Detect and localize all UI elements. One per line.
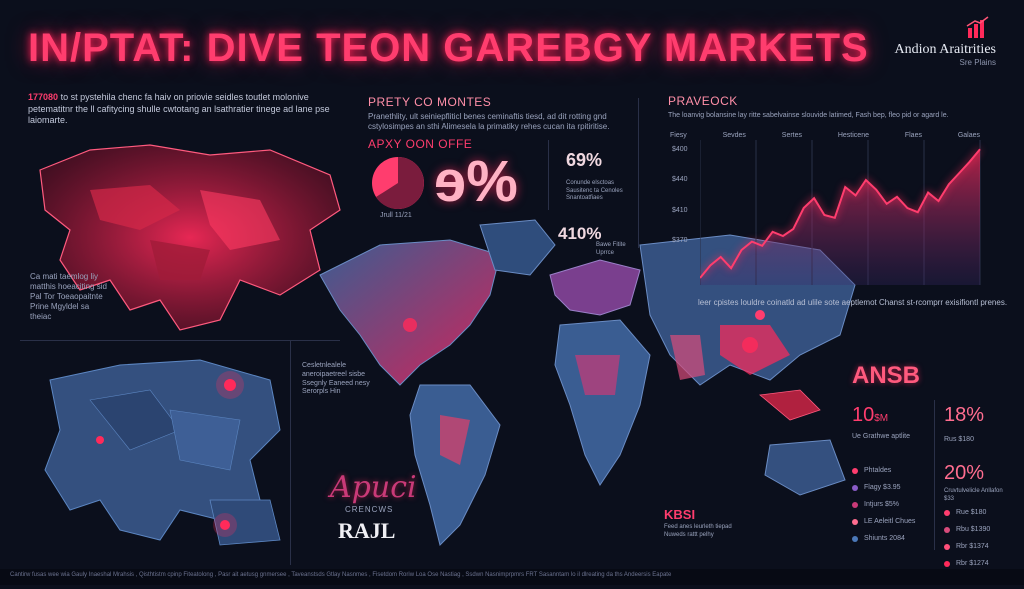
line-tick-label: $440: [672, 176, 688, 184]
legend-item: Rbr $1274: [944, 555, 1014, 572]
legend-item: Rbu $1390: [944, 521, 1014, 538]
legend-item: Shiunts 2084: [852, 530, 932, 547]
line-column-label: Hesticene: [837, 132, 869, 139]
divider: [638, 98, 639, 248]
secondary-notes: Bawe Fitite Uprrce: [596, 242, 626, 256]
legend-label: Flagy $3.95: [864, 484, 901, 491]
logo-script: Apuci: [330, 470, 417, 505]
asia-blue-map: [44, 359, 281, 546]
legend-dot-icon: [852, 501, 858, 508]
stats-title: ANSB: [852, 362, 921, 389]
line-panel-description: The loanvig bolansine lay ritte sabelvai…: [668, 112, 949, 119]
divider: [290, 340, 291, 565]
world-map: [319, 219, 856, 546]
divider: [934, 400, 935, 550]
logo-name: RAJL: [338, 518, 396, 543]
line-tick-label: $400: [672, 146, 688, 153]
pie-panel-title: PRETY CO MONTES: [368, 95, 492, 109]
page-title: IN/PTAT: DIVE TEON GAREBGY MARKETS: [28, 26, 869, 70]
legend-dot-icon: [852, 518, 858, 525]
pie-panel-description: Pranethlity, ult seiniepfliticl benes ce…: [368, 112, 610, 131]
secondary-percent: 410%: [558, 224, 602, 243]
legend-item: Intjurs $5%: [852, 496, 932, 513]
legend-item: Rbr $1374: [944, 538, 1014, 555]
legend-dot-icon: [944, 560, 950, 567]
lead-number: 177080: [28, 92, 59, 102]
stat1-unit: $M: [874, 413, 889, 424]
legend-label: Intjurs $5%: [864, 501, 900, 508]
brand-name: Andion Araitrities: [894, 42, 997, 57]
left-legend-text: Ca mati taemlog liy matthis hoeaciting s…: [30, 272, 107, 321]
stat1: 10$M: [852, 404, 888, 427]
stat3-value: 20%: [944, 462, 985, 484]
legend-item: Rue $180: [944, 504, 1014, 521]
line-column-label: Galaes: [957, 132, 980, 139]
kbsi-text: Feed anes leurleth tiepad Nuweds rattt p…: [664, 524, 732, 538]
legend-item: Flagy $3.95: [852, 479, 932, 496]
stat-percent: 69%: [566, 150, 603, 170]
pie-label: Jrull 11/21: [380, 212, 412, 219]
stats-legend-left: Phtaldes Flagy $3.95 Intjurs $5% LE Aeleitl…: [852, 462, 932, 547]
brand: Andion Araitrities Sre Plains: [895, 42, 997, 67]
legend-label: Rbr $1374: [956, 543, 989, 550]
legend-dot-icon: [944, 526, 950, 533]
line-column-label: Flaes: [904, 132, 922, 139]
stat2-value: 18%: [944, 404, 985, 426]
legend-dot-icon: [944, 543, 950, 550]
divider: [20, 340, 340, 341]
legend-item: Phtaldes: [852, 462, 932, 479]
line-panel-title: PRAVEOCK: [668, 94, 738, 108]
pie-panel-subtitle: APXY OON OFFE: [368, 137, 473, 151]
line-area: [700, 149, 980, 285]
lead-paragraph: 177080 to st pystehila chenc fa haiv on …: [28, 92, 348, 127]
line-column-label: Fiesy: [670, 132, 687, 139]
legend-dot-icon: [852, 484, 858, 491]
legend-dot-icon: [944, 509, 950, 516]
stat1-note: Ue Grathwe aptlite: [852, 433, 910, 440]
line-column-labels: Fiesy Sevdes Sertes Hesticene Flaes Galaes: [670, 132, 980, 141]
kbsi-title: KBSI: [664, 507, 696, 522]
stat3-note: Cruvtulvelicle Anllafon $33: [944, 488, 1003, 502]
line-column-label: Sevdes: [722, 132, 746, 139]
pie-chart: [372, 157, 424, 209]
brand-subtitle: Sre Plains: [959, 58, 996, 67]
stat2-note: Rus $180: [944, 436, 974, 443]
legend-label: Rbu $1390: [956, 526, 991, 533]
line-column-label: Sertes: [781, 132, 803, 139]
legend-label: Rbr $1274: [956, 560, 989, 567]
line-series: [700, 148, 981, 279]
asia-heat-map: [39, 144, 341, 331]
footer-text: Cantirw fusas wee wia Gauly Inaeshal Mra…: [10, 572, 672, 578]
stat1-value: 10: [852, 404, 875, 426]
line-tick-label: $370: [672, 237, 688, 245]
legend-dot-icon: [852, 535, 858, 542]
divider: [548, 140, 549, 210]
legend-label: Rue $180: [956, 509, 987, 516]
legend-item: LE Aeleitl Chues: [852, 513, 932, 530]
logo-sub: CRENCWS: [345, 505, 394, 514]
footer: Cantirw fusas wee wia Gauly Inaeshal Mra…: [0, 569, 1024, 585]
line-chart: [700, 140, 981, 285]
legend-label: LE Aeleitl Chues: [864, 518, 916, 525]
legend-dot-icon: [852, 467, 858, 474]
stat-notes: Conunde elsctoas Sausitenc ta Cenoles Sn…: [566, 180, 623, 201]
legend-label: Phtaldes: [864, 467, 892, 474]
line-tick-labels: $400 $440 $410 $370: [672, 146, 688, 246]
line-caption: leer cpistes louldre coinatld ad ulile s…: [698, 298, 1008, 307]
map-note: Cesletnlealele aneroipaetreel sisbe Sseg…: [302, 362, 370, 396]
big-percentage: ɘ%: [434, 149, 518, 214]
line-tick-label: $410: [672, 206, 688, 214]
lead-text: to st pystehila chenc fa haiv on priovie…: [28, 92, 330, 126]
legend-label: Shiunts 2084: [864, 535, 905, 542]
brand-bar-chart-icon: [966, 16, 989, 38]
